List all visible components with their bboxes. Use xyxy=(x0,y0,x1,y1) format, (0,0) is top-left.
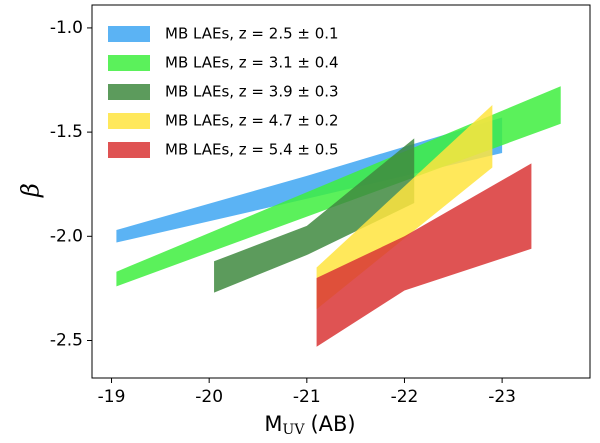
legend-label: MB LAEs, z = 3.9 ± 0.3 xyxy=(165,83,339,101)
x-label-sub: UV xyxy=(283,422,306,438)
band xyxy=(116,86,561,287)
x-label-main: M xyxy=(264,412,282,436)
legend-swatch xyxy=(108,84,150,100)
legend-label: MB LAEs, z = 5.4 ± 0.5 xyxy=(165,141,339,159)
y-axis-label: β xyxy=(17,183,45,198)
x-tick-label: -19 xyxy=(98,387,126,407)
legend-label: MB LAEs, z = 2.5 ± 0.1 xyxy=(165,25,339,43)
y-tick-label: -2.5 xyxy=(50,330,83,350)
legend-swatch xyxy=(108,113,150,129)
legend-label: MB LAEs, z = 3.1 ± 0.4 xyxy=(165,54,339,72)
x-tick-label: -23 xyxy=(488,387,516,407)
legend-label: MB LAEs, z = 4.7 ± 0.2 xyxy=(165,112,339,130)
band xyxy=(214,138,415,293)
band xyxy=(316,163,532,347)
x-axis-label: MUV (AB) xyxy=(264,412,355,438)
x-tick-label: -22 xyxy=(391,387,419,407)
y-tick-label: -1.5 xyxy=(50,122,83,142)
x-label-rest: (AB) xyxy=(310,412,355,436)
legend-swatch xyxy=(108,142,150,158)
x-tick-label: -21 xyxy=(293,387,321,407)
y-tick-label: -2.0 xyxy=(50,226,83,246)
plot-frame xyxy=(91,4,591,379)
legend-swatch xyxy=(108,26,150,42)
y-tick-label: -1.0 xyxy=(50,18,83,38)
legend-swatch xyxy=(108,55,150,71)
x-tick-label: -20 xyxy=(195,387,223,407)
